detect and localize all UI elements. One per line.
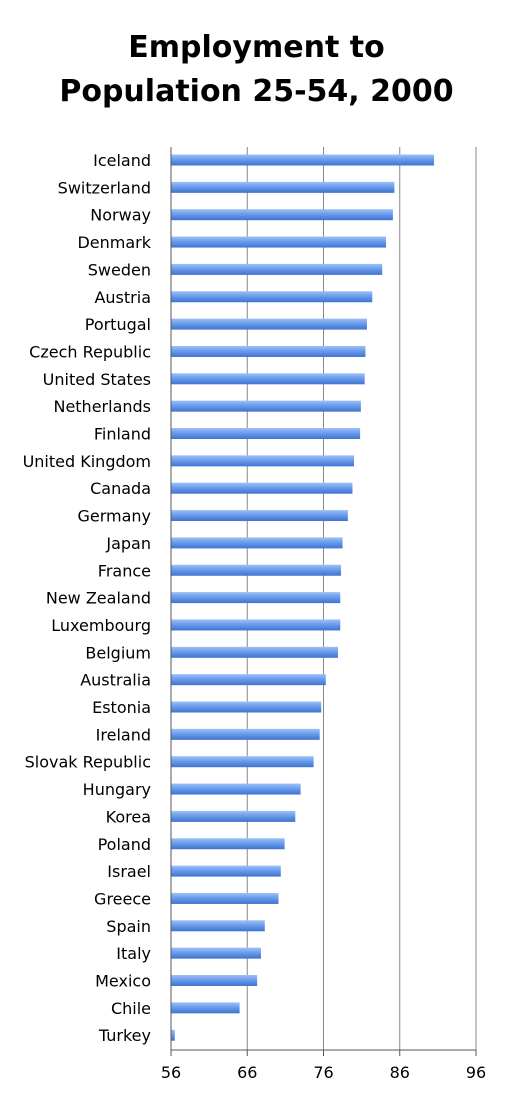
bar <box>171 674 326 686</box>
category-label: Greece <box>94 889 151 908</box>
bar <box>171 619 341 631</box>
category-label: Belgium <box>85 643 151 662</box>
bar <box>171 318 367 330</box>
category-label: France <box>98 561 151 580</box>
chart-title-line-2: Population 25-54, 2000 <box>59 74 454 109</box>
bar <box>171 291 373 303</box>
bar <box>171 701 322 713</box>
chart-title: Employment to Population 25-54, 2000 <box>0 26 513 114</box>
category-label: Norway <box>90 206 151 225</box>
bar <box>171 345 366 357</box>
category-label: Portugal <box>85 315 151 334</box>
category-label: Korea <box>106 807 151 826</box>
category-label: Switzerland <box>58 178 151 197</box>
category-label: Estonia <box>92 698 151 717</box>
category-label: Australia <box>80 671 151 690</box>
category-label: Denmark <box>77 233 151 252</box>
bar <box>171 455 354 467</box>
x-tick-label: 86 <box>390 1063 410 1082</box>
category-label: Slovak Republic <box>25 753 151 772</box>
bar <box>171 209 393 221</box>
bar <box>171 947 261 959</box>
category-label: Spain <box>106 917 151 936</box>
category-label: Canada <box>90 479 151 498</box>
bar <box>171 236 387 248</box>
category-label: Netherlands <box>53 397 151 416</box>
category-label: Austria <box>94 288 151 307</box>
bar <box>171 400 361 412</box>
bar <box>171 510 348 522</box>
category-label: Germany <box>77 507 151 526</box>
category-label: Luxembourg <box>51 616 151 635</box>
category-label: Hungary <box>83 780 151 799</box>
bar <box>171 892 279 904</box>
chart-title-line-1: Employment to <box>128 30 385 65</box>
category-label: Chile <box>111 999 151 1018</box>
x-axis: 56 66 76 86 96 <box>161 147 486 1082</box>
category-label: Finland <box>94 425 151 444</box>
category-label: Italy <box>116 944 151 963</box>
category-label: Mexico <box>95 972 151 991</box>
category-label: Poland <box>98 835 151 854</box>
bar <box>171 564 342 576</box>
bar <box>171 838 285 850</box>
bar <box>171 154 435 166</box>
bar <box>171 1029 175 1041</box>
category-label: United States <box>43 370 151 389</box>
bar <box>171 373 365 385</box>
bar <box>171 975 258 986</box>
category-label: Japan <box>105 534 151 553</box>
category-label: Ireland <box>96 725 151 744</box>
bar <box>171 263 383 275</box>
category-label: Czech Republic <box>29 342 151 361</box>
bar <box>171 592 341 604</box>
category-label: Sweden <box>88 260 151 279</box>
x-tick-label: 66 <box>237 1063 257 1082</box>
bar <box>171 865 281 877</box>
category-label: Israel <box>107 862 151 881</box>
bar <box>171 756 314 768</box>
category-label: Turkey <box>98 1026 151 1045</box>
category-label: Iceland <box>93 151 151 170</box>
bar <box>171 783 301 795</box>
bar <box>171 646 338 658</box>
category-label: New Zealand <box>46 589 151 608</box>
x-tick-label: 56 <box>161 1063 181 1082</box>
category-label: United Kingdom <box>23 452 151 471</box>
x-tick-label: 96 <box>466 1063 486 1082</box>
bar <box>171 181 395 193</box>
bar <box>171 482 353 494</box>
bar <box>171 428 361 439</box>
bars <box>171 154 435 1041</box>
bar <box>171 810 296 822</box>
x-tick-label: 76 <box>313 1063 333 1082</box>
bar <box>171 728 320 740</box>
bar <box>171 537 343 549</box>
bar <box>171 920 265 932</box>
bar <box>171 1002 240 1014</box>
category-labels: Iceland Switzerland Norway Denmark Sweden Aus… <box>23 151 152 1045</box>
